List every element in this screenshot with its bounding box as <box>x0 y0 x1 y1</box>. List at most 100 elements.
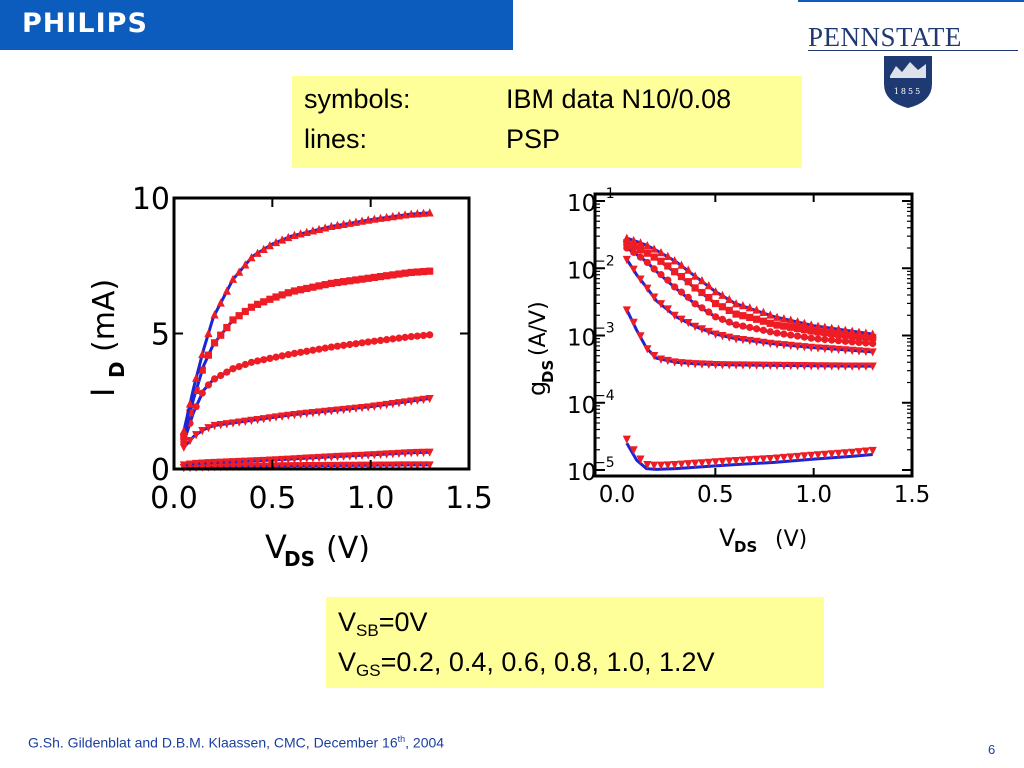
left-data-point-1-9 <box>235 457 244 467</box>
left-data-point-1-16 <box>278 455 287 465</box>
lines-value: PSP <box>506 124 561 154</box>
left-data-point-2-30 <box>364 403 373 412</box>
left-data-point-1-18 <box>290 455 299 464</box>
left-data-point-2-8 <box>228 419 238 428</box>
left-data-point-4-30 <box>364 274 372 282</box>
left-data-point-3-32 <box>376 336 385 345</box>
left-data-point-2-19 <box>296 410 305 419</box>
left-data-point-0-24 <box>327 461 336 471</box>
pennstate-shield-icon: 1855 <box>884 56 932 108</box>
footer-authors: G.Sh. Gildenblat and D.B.M. Klaassen, CM… <box>28 734 398 751</box>
left-data-point-1-7 <box>222 458 231 467</box>
left-data-point-1-1 <box>185 460 195 469</box>
left-data-point-2-9 <box>235 418 244 427</box>
left-data-point-1-30 <box>364 451 373 460</box>
left-data-point-4-24 <box>327 279 335 287</box>
left-data-point-0-22 <box>314 461 324 471</box>
pennstate-underline <box>808 50 1018 51</box>
left-data-point-3-39 <box>419 331 428 340</box>
left-data-point-2-1 <box>185 436 195 446</box>
left-data-point-5-15 <box>271 237 281 247</box>
left-data-point-1-20 <box>302 454 311 463</box>
left-data-point-2-36 <box>400 398 410 407</box>
left-data-point-5-19 <box>296 229 305 238</box>
left-data-point-3-37 <box>407 333 415 341</box>
left-data-point-5-25 <box>333 220 342 229</box>
left-data-point-0-32 <box>376 461 385 470</box>
left-data-point-3-4 <box>204 381 213 389</box>
left-data-point-4-7 <box>223 323 231 332</box>
left-ylabel-unit: (mA) <box>87 279 122 352</box>
left-data-point-2-35 <box>394 399 404 408</box>
footer-sup: th <box>397 734 406 744</box>
left-data-point-5-39 <box>419 208 428 217</box>
left-data-point-1-29 <box>357 451 367 460</box>
left-chart-data <box>179 208 434 473</box>
left-data-point-2-11 <box>247 416 256 425</box>
left-data-point-5-4 <box>204 328 213 338</box>
left-data-point-4-38 <box>413 268 421 276</box>
left-data-point-4-9 <box>235 312 243 320</box>
pennstate-year: 1855 <box>894 87 922 96</box>
left-data-point-2-26 <box>339 405 348 415</box>
left-data-point-3-0 <box>180 438 188 446</box>
left-data-point-2-10 <box>241 417 250 426</box>
left-data-point-3-13 <box>260 356 268 364</box>
philips-logo: PHILIPS <box>22 8 148 39</box>
left-data-point-4-23 <box>321 281 329 289</box>
left-data-point-5-7 <box>222 286 231 295</box>
left-data-point-1-19 <box>296 454 305 464</box>
left-data-point-2-5 <box>210 421 219 431</box>
left-data-point-3-9 <box>235 363 243 371</box>
left-data-point-5-2 <box>192 373 201 382</box>
left-data-point-1-22 <box>314 453 324 463</box>
left-ylabel-base: I <box>84 388 122 397</box>
left-data-point-5-20 <box>302 227 311 236</box>
left-data-point-3-27 <box>346 340 354 349</box>
left-data-point-0-5 <box>210 463 219 472</box>
left-data-point-2-17 <box>284 411 293 420</box>
left-xlabel-base: V <box>265 528 287 566</box>
left-data-point-0-11 <box>247 462 256 471</box>
left-data-point-0-35 <box>394 461 404 470</box>
left-data-point-4-34 <box>389 271 397 279</box>
left-data-point-2-13 <box>259 415 268 424</box>
left-data-point-3-28 <box>352 340 360 348</box>
left-data-point-5-1 <box>185 399 195 408</box>
left-data-point-0-17 <box>284 462 293 471</box>
left-data-point-4-2 <box>192 386 200 395</box>
left-data-point-3-19 <box>297 348 305 356</box>
left-data-point-3-26 <box>340 341 348 349</box>
left-xtick-label-1: 0.5 <box>248 481 296 516</box>
left-data-point-4-11 <box>247 303 256 311</box>
left-data-point-0-8 <box>228 462 238 472</box>
left-data-point-1-27 <box>345 452 354 461</box>
left-data-point-0-20 <box>302 462 311 471</box>
left-data-point-5-14 <box>265 240 274 250</box>
left-data-point-3-2 <box>192 403 200 411</box>
left-data-point-0-12 <box>253 462 262 471</box>
left-data-point-0-38 <box>413 461 422 470</box>
left-data-point-2-34 <box>388 400 397 409</box>
left-data-point-1-6 <box>216 458 225 467</box>
lines-label: lines: <box>304 124 368 154</box>
left-data-point-1-15 <box>271 456 281 465</box>
left-data-point-2-23 <box>321 407 330 416</box>
left-data-point-3-20 <box>303 347 311 355</box>
left-data-point-2-28 <box>351 404 361 413</box>
left-data-point-5-9 <box>235 267 244 276</box>
vgs-base: V <box>338 647 357 677</box>
left-data-point-5-37 <box>407 209 416 218</box>
left-data-point-1-25 <box>333 452 342 462</box>
left-data-point-4-31 <box>370 273 378 282</box>
left-data-point-2-6 <box>216 421 225 430</box>
left-data-point-2-21 <box>308 409 317 418</box>
vsb-value: =0V <box>378 607 428 637</box>
vgs-value: =0.2, 0.4, 0.6, 0.8, 1.0, 1.2V <box>380 647 715 677</box>
left-xtick-label-2: 1.0 <box>347 481 395 516</box>
left-data-point-2-14 <box>265 414 274 423</box>
page-number: 6 <box>988 742 996 757</box>
footer-citation: G.Sh. Gildenblat and D.B.M. Klaassen, CM… <box>28 734 444 751</box>
left-data-point-4-27 <box>346 277 354 285</box>
